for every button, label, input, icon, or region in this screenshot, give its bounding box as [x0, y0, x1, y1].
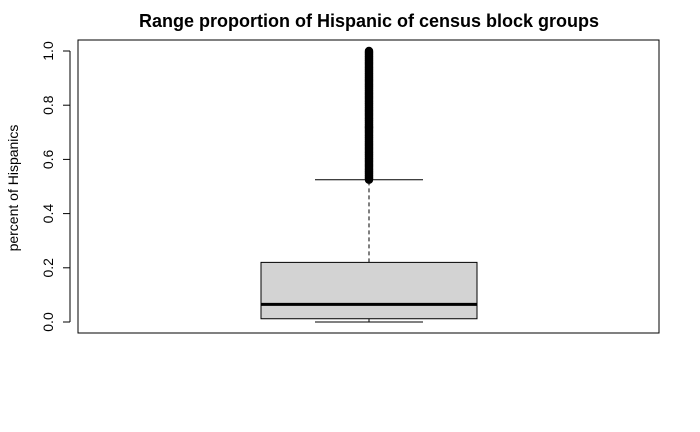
y-axis-label: percent of Hispanics [5, 125, 21, 252]
box-group [260, 46, 478, 323]
y-tick-label: 1.0 [40, 41, 56, 61]
y-tick-label: 0.8 [40, 95, 56, 115]
y-tick-label: 0.6 [40, 149, 56, 169]
y-tick-label: 0.4 [40, 204, 56, 224]
outlier-point [364, 46, 374, 56]
iqr-box [260, 261, 478, 320]
chart-title: Range proportion of Hispanic of census b… [139, 11, 599, 31]
plot-frame [77, 39, 660, 334]
y-axis: 0.0 0.2 0.4 0.6 0.8 1.0 [40, 41, 71, 332]
y-tick-label: 0.0 [40, 312, 56, 332]
y-tick-label: 0.2 [40, 258, 56, 278]
